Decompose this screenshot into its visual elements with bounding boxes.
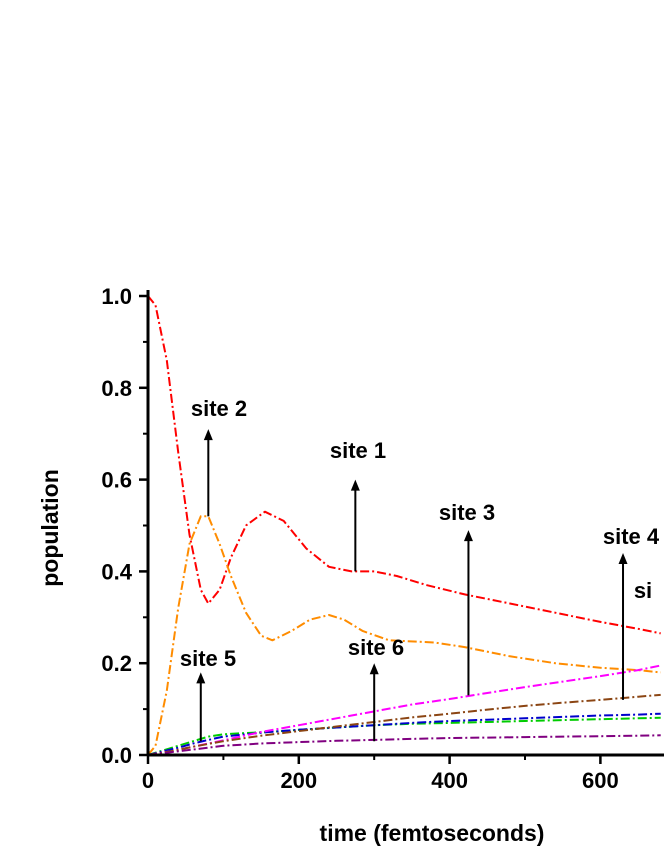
annotation-arrow-head bbox=[196, 672, 206, 684]
y-tick-label: 0.4 bbox=[101, 559, 132, 584]
y-tick-label: 0.6 bbox=[101, 468, 132, 493]
annotation-label: site 2 bbox=[191, 396, 247, 421]
annotation-arrow-head bbox=[463, 530, 473, 542]
x-tick-label: 600 bbox=[582, 768, 619, 793]
y-tick-label: 1.0 bbox=[101, 284, 132, 309]
annotation-label: site 3 bbox=[439, 500, 495, 525]
y-tick-label: 0.2 bbox=[101, 651, 132, 676]
annotation-label: site 5 bbox=[180, 646, 236, 671]
annotation-arrow-head bbox=[350, 479, 360, 491]
series-line-6 bbox=[148, 693, 661, 755]
annotation-label: si bbox=[634, 578, 652, 603]
x-tick-label: 0 bbox=[142, 768, 154, 793]
x-tick-label: 400 bbox=[431, 768, 468, 793]
series-line-1 bbox=[148, 295, 661, 635]
series-layer bbox=[148, 295, 661, 755]
annotation-label: site 4 bbox=[603, 524, 660, 549]
series-line-2 bbox=[148, 515, 661, 755]
y-tick-label: 0.8 bbox=[101, 376, 132, 401]
series-line-4 bbox=[148, 712, 661, 755]
tick-labels: 0.0 0.2 0.4 0.6 0.8 1.0 0 200 400 600 bbox=[101, 284, 618, 793]
annotations: site 2 site 1 site 3 site 4 si site 5 site 6 bbox=[180, 396, 660, 742]
annotation-label: site 6 bbox=[348, 635, 404, 660]
axes bbox=[139, 290, 664, 764]
series-line-7 bbox=[148, 734, 661, 755]
series-line-5 bbox=[148, 664, 661, 755]
y-axis-title: population bbox=[37, 469, 63, 587]
x-axis-title: time (femtoseconds) bbox=[320, 820, 545, 846]
x-tick-label: 200 bbox=[280, 768, 317, 793]
annotation-arrow-head bbox=[618, 553, 628, 565]
annotation-label: site 1 bbox=[330, 438, 386, 463]
annotation-arrow-head bbox=[203, 429, 213, 441]
annotation-arrow-head bbox=[369, 663, 379, 675]
y-tick-label: 0.0 bbox=[101, 743, 132, 768]
